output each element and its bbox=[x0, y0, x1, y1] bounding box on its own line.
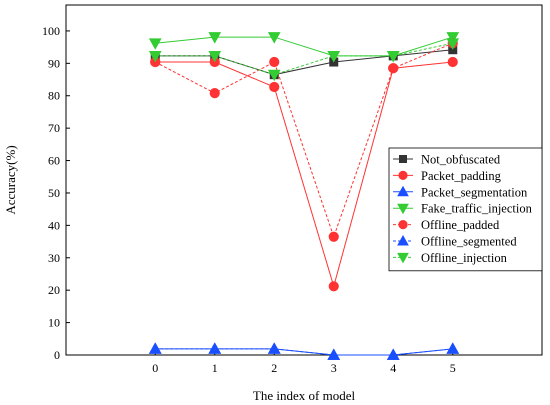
data-point bbox=[386, 50, 400, 63]
legend-label: Not_obfuscated bbox=[421, 153, 501, 167]
data-point bbox=[328, 281, 339, 292]
data-point bbox=[267, 69, 281, 82]
data-point bbox=[446, 38, 460, 50]
legend-label: Fake_traffic_injection bbox=[421, 202, 533, 216]
y-tick-label: 90 bbox=[48, 56, 60, 70]
y-tick-label: 100 bbox=[42, 24, 60, 38]
legend-item: Offline_injection bbox=[393, 251, 508, 265]
data-point bbox=[148, 38, 162, 50]
legend-item: Offline_segmented bbox=[393, 235, 517, 249]
x-tick-label: 3 bbox=[331, 361, 337, 375]
data-point bbox=[208, 342, 222, 354]
legend-marker bbox=[399, 155, 407, 163]
data-point bbox=[328, 231, 339, 242]
legend-marker bbox=[398, 220, 408, 230]
data-point bbox=[208, 50, 222, 63]
legend-label: Packet_padding bbox=[421, 169, 502, 183]
data-point bbox=[148, 50, 162, 63]
x-tick-label: 4 bbox=[390, 361, 396, 375]
x-tick-label: 5 bbox=[450, 361, 456, 375]
data-point bbox=[447, 56, 458, 68]
data-point bbox=[208, 32, 222, 44]
series-offline-injection bbox=[148, 38, 460, 82]
series-offline-segmented bbox=[148, 342, 460, 360]
data-point bbox=[446, 342, 460, 354]
data-point bbox=[267, 32, 281, 44]
y-tick-label: 60 bbox=[48, 154, 60, 168]
data-point bbox=[327, 348, 341, 360]
data-point bbox=[209, 88, 220, 99]
data-point bbox=[267, 342, 281, 354]
legend-marker bbox=[398, 170, 408, 180]
series-line bbox=[155, 348, 453, 356]
series-line bbox=[155, 49, 453, 76]
x-tick-label: 1 bbox=[212, 361, 218, 375]
y-tick-label: 50 bbox=[48, 186, 60, 200]
y-tick-label: 30 bbox=[48, 251, 60, 265]
series-line bbox=[155, 61, 453, 289]
legend-item: Offline_padded bbox=[393, 218, 500, 232]
legend-marker bbox=[397, 203, 409, 215]
series-line bbox=[155, 36, 453, 57]
y-tick-label: 80 bbox=[48, 89, 60, 103]
x-axis-title: The index of model bbox=[253, 388, 356, 403]
y-tick-label: 10 bbox=[48, 316, 60, 330]
data-point bbox=[327, 50, 341, 63]
y-tick-label: 20 bbox=[48, 283, 60, 297]
legend-marker bbox=[397, 185, 409, 197]
legend-label: Packet_segmentation bbox=[421, 185, 528, 199]
y-tick-label: 0 bbox=[54, 348, 60, 362]
series-line bbox=[155, 42, 453, 76]
series-line bbox=[155, 42, 453, 239]
legend-item: Fake_traffic_injection bbox=[393, 202, 533, 216]
series-packet-segmentation bbox=[148, 342, 460, 360]
y-axis-title: Accuracy(%) bbox=[3, 145, 18, 214]
series-fake-traffic-injection bbox=[148, 32, 460, 63]
data-point bbox=[269, 56, 280, 68]
legend-marker bbox=[397, 234, 409, 246]
data-point bbox=[386, 348, 400, 360]
legend-marker bbox=[397, 252, 409, 264]
y-tick-label: 40 bbox=[48, 218, 60, 232]
legend-label: Offline_injection bbox=[421, 251, 508, 265]
data-point bbox=[446, 32, 460, 44]
legend-item: Packet_segmentation bbox=[393, 185, 528, 199]
y-tick-label: 70 bbox=[48, 121, 60, 135]
data-point bbox=[148, 342, 162, 354]
data-point bbox=[388, 63, 399, 74]
legend-item: Not_obfuscated bbox=[393, 153, 501, 167]
x-tick-label: 0 bbox=[152, 361, 158, 375]
legend-item: Packet_padding bbox=[393, 169, 502, 183]
data-point bbox=[269, 81, 280, 93]
legend-label: Offline_segmented bbox=[421, 235, 517, 249]
legend-label: Offline_padded bbox=[421, 218, 500, 232]
x-tick-label: 2 bbox=[271, 361, 277, 375]
legend-box bbox=[388, 147, 543, 272]
